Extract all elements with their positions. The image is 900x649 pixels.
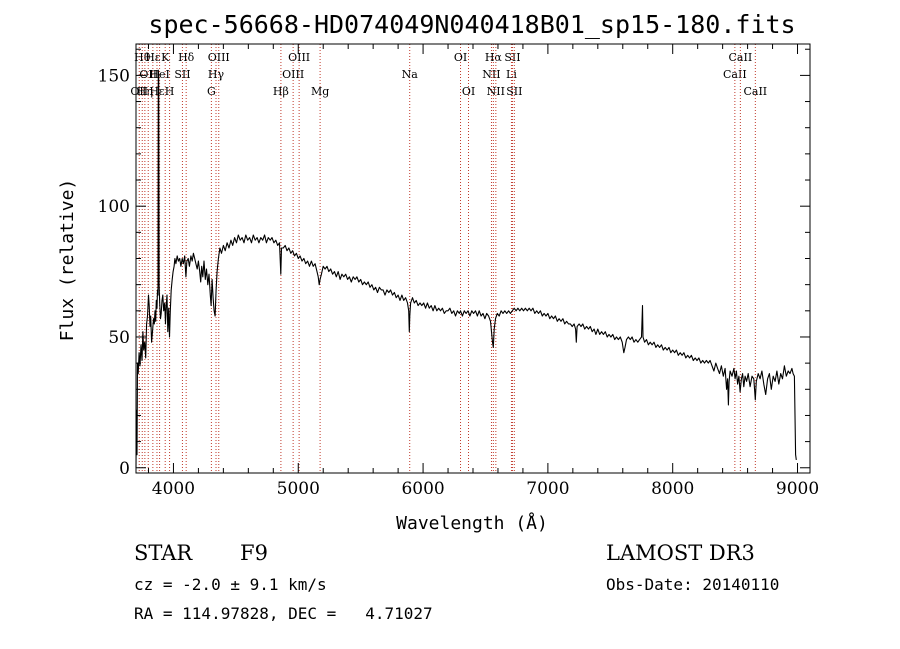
spectrum-series — [135, 69, 797, 468]
plot-axes: 4000 5000 6000 7000 8000 9000 0 50 100 150 — [98, 43, 819, 499]
line-marker-label: Hε — [145, 51, 161, 64]
y-tick-label: 100 — [98, 197, 130, 217]
y-tick-label: 0 — [119, 459, 130, 479]
y-axis-label: Flux (relative) — [57, 179, 78, 342]
line-marker-label: NII — [487, 85, 505, 98]
line-marker-label: Hδ — [178, 51, 195, 64]
line-marker-label: OIII — [288, 51, 310, 64]
obs-date: Obs-Date: 20140110 — [606, 575, 779, 594]
line-marker-label: SII — [506, 85, 522, 98]
line-marker-label: Na — [402, 68, 419, 81]
line-marker-label: Hθ — [134, 51, 151, 64]
survey-name: LAMOST DR3 — [606, 541, 755, 565]
x-tick-label: 4000 — [152, 479, 195, 499]
line-marker-label: Hε — [149, 85, 165, 98]
line-marker-label: OI — [462, 85, 475, 98]
line-marker-label: HeI — [149, 68, 169, 81]
redshift-readout: cz = -2.0 ± 9.1 km/s — [134, 575, 327, 594]
line-marker-label: Li — [506, 68, 517, 81]
coordinates: RA = 114.97828, DEC = 4.71027 — [134, 604, 433, 623]
x-tick-label: 9000 — [776, 479, 819, 499]
line-marker-label: Hγ — [208, 68, 225, 81]
x-tick-label: 7000 — [526, 479, 569, 499]
line-marker-label: Hα — [485, 51, 503, 64]
x-tick-label: 5000 — [277, 479, 320, 499]
line-marker-label: Mg — [311, 85, 329, 98]
spectrum-line — [135, 69, 797, 468]
y-tick-label: 150 — [98, 66, 130, 86]
line-marker-label: OII — [130, 85, 148, 98]
line-markers: OIIHθHηOIIHεHεHeIKHSIIHδGHγOIIIHβOIIIOII… — [130, 44, 767, 473]
line-marker-label: Hβ — [273, 85, 289, 98]
line-marker-label: G — [207, 85, 216, 98]
line-marker-label: SII — [174, 68, 190, 81]
x-tick-label: 6000 — [401, 479, 444, 499]
x-axis-label: Wavelength (Å) — [396, 512, 548, 534]
line-marker-label: H — [165, 85, 175, 98]
line-marker-label: OIII — [282, 68, 304, 81]
chart-title: spec-56668-HD074049N040418B01_sp15-180.f… — [148, 10, 795, 39]
line-marker-label: CaII — [723, 68, 747, 81]
line-marker-label: OIII — [208, 51, 230, 64]
line-marker-label: OI — [454, 51, 467, 64]
line-marker-label: CaII — [729, 51, 753, 64]
x-tick-label: 8000 — [651, 479, 694, 499]
line-marker-label: CaII — [743, 85, 767, 98]
line-marker-label: K — [161, 51, 170, 64]
object-class: STAR — [134, 541, 193, 565]
y-tick-label: 50 — [108, 328, 130, 348]
plot-frame — [135, 43, 811, 474]
line-marker-label: SII — [504, 51, 520, 64]
line-marker-label: NII — [482, 68, 500, 81]
spectral-subclass: F9 — [240, 541, 268, 565]
line-marker-label: Hη — [137, 85, 153, 98]
